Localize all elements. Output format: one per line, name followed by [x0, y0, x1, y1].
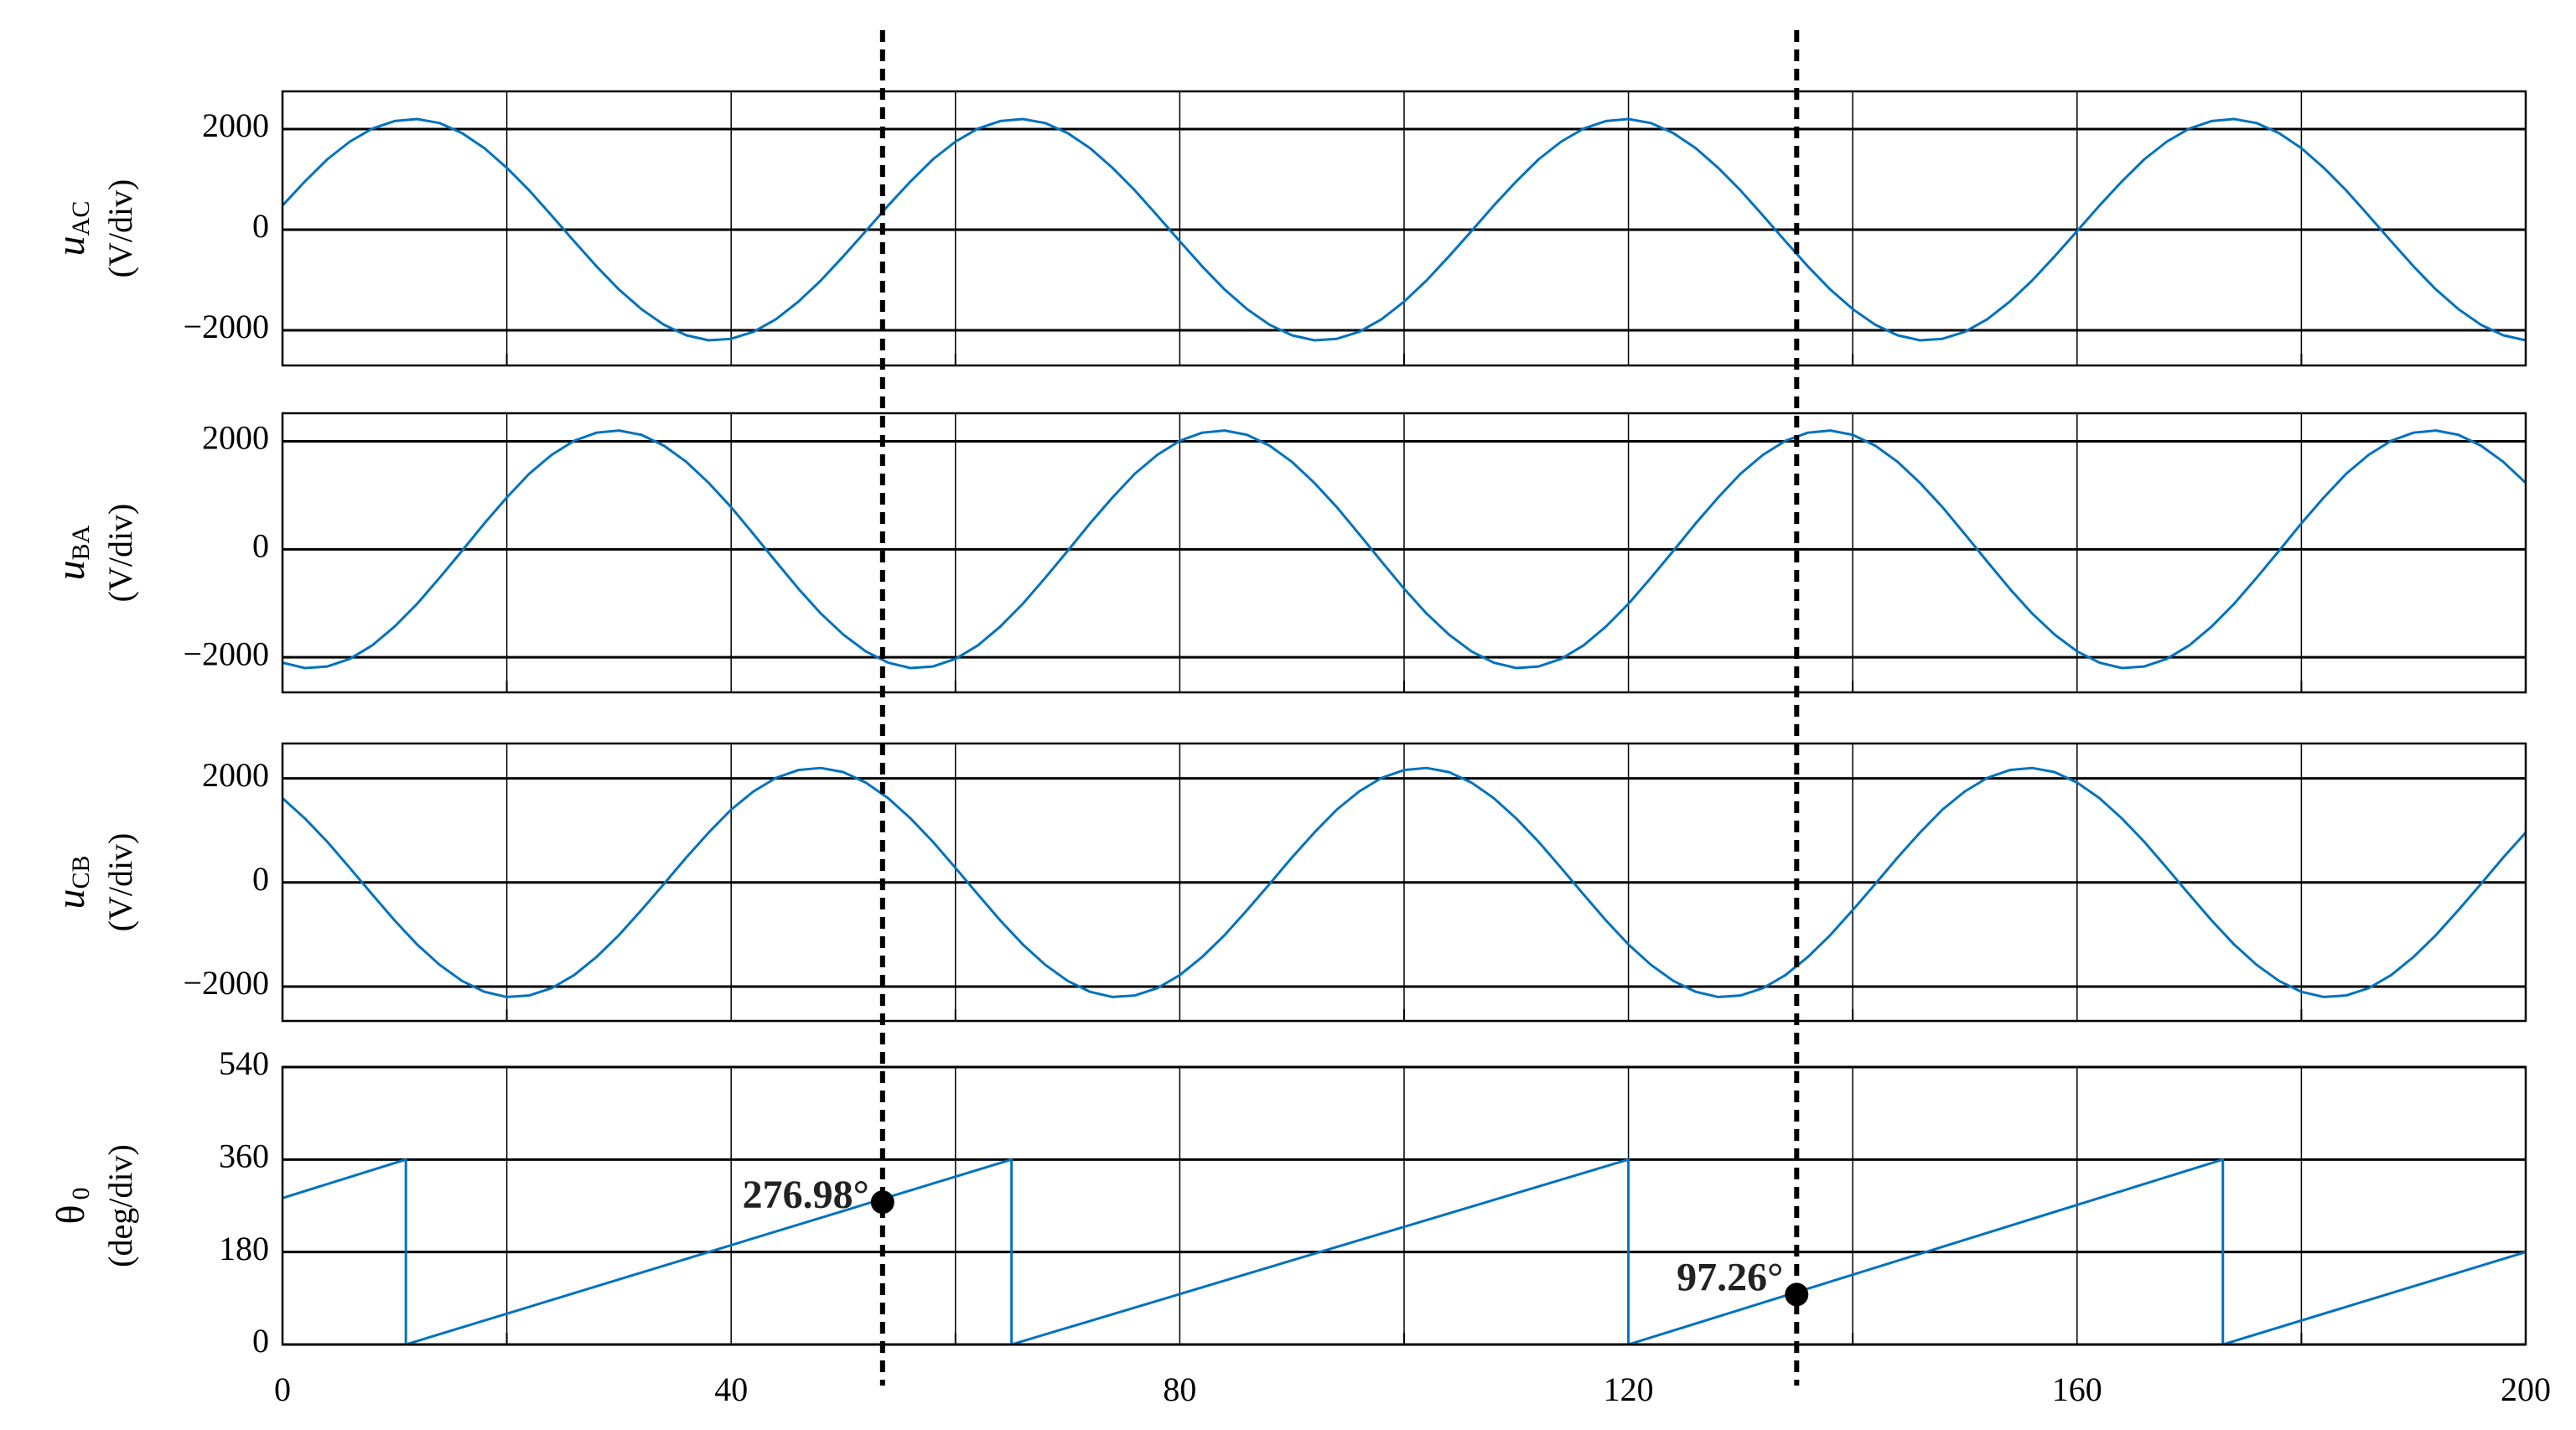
x-tick-label: 40 — [714, 1370, 748, 1408]
y-tick-label: 0 — [252, 1322, 269, 1360]
y-label-main: u — [49, 236, 93, 256]
annotation-point — [870, 1190, 894, 1215]
y-axis-unit: (V/div) — [101, 833, 139, 932]
plot-frame — [281, 412, 2527, 694]
y-tick-label: −2000 — [183, 308, 269, 345]
y-tick-label: 2000 — [202, 106, 269, 144]
data-line — [282, 1158, 2527, 1346]
y-label-main: u — [49, 560, 93, 580]
y-axis-label: uCB — [49, 855, 95, 909]
y-tick-label: 540 — [219, 1044, 269, 1082]
y-label-sub: CB — [67, 855, 95, 889]
data-line — [281, 117, 2527, 342]
y-tick-label: −2000 — [183, 964, 269, 1002]
plot-frame — [281, 90, 2527, 367]
x-tick-label: 80 — [1163, 1370, 1196, 1408]
x-tick-label: 0 — [274, 1370, 291, 1408]
y-axis-unit: (deg/div) — [101, 1144, 139, 1267]
annotation-point — [1785, 1282, 1809, 1307]
y-label-sub: 0 — [67, 1188, 95, 1200]
y-tick-label: 0 — [252, 526, 269, 564]
annotation-label: 276.98° — [743, 1173, 869, 1217]
data-line — [281, 766, 2527, 998]
plot-frame — [281, 742, 2527, 1023]
x-tick-label: 200 — [2501, 1370, 2551, 1408]
x-tick-label: 120 — [1604, 1370, 1654, 1408]
annotation-label: 97.26° — [1677, 1255, 1783, 1299]
y-tick-label: 360 — [219, 1137, 269, 1175]
y-tick-label: 2000 — [202, 756, 269, 794]
y-tick-label: 180 — [219, 1230, 269, 1267]
y-tick-label: −2000 — [183, 635, 269, 672]
data-line — [282, 429, 2527, 670]
plot-frame — [281, 1065, 2527, 1346]
y-axis-unit: (V/div) — [101, 179, 139, 278]
y-axis-label: uBA — [49, 525, 95, 580]
y-tick-label: 0 — [252, 207, 269, 245]
y-axis-label: θ0 — [49, 1188, 95, 1225]
y-tick-label: 2000 — [202, 419, 269, 457]
y-axis-unit: (V/div) — [101, 504, 139, 603]
y-label-main: θ — [49, 1205, 93, 1225]
y-tick-label: 0 — [252, 860, 269, 898]
y-label-sub: AC — [67, 201, 95, 236]
x-tick-label: 160 — [2052, 1370, 2102, 1408]
y-axis-label: uAC — [49, 201, 95, 256]
y-label-main: u — [49, 889, 93, 909]
y-label-sub: BA — [67, 525, 95, 560]
